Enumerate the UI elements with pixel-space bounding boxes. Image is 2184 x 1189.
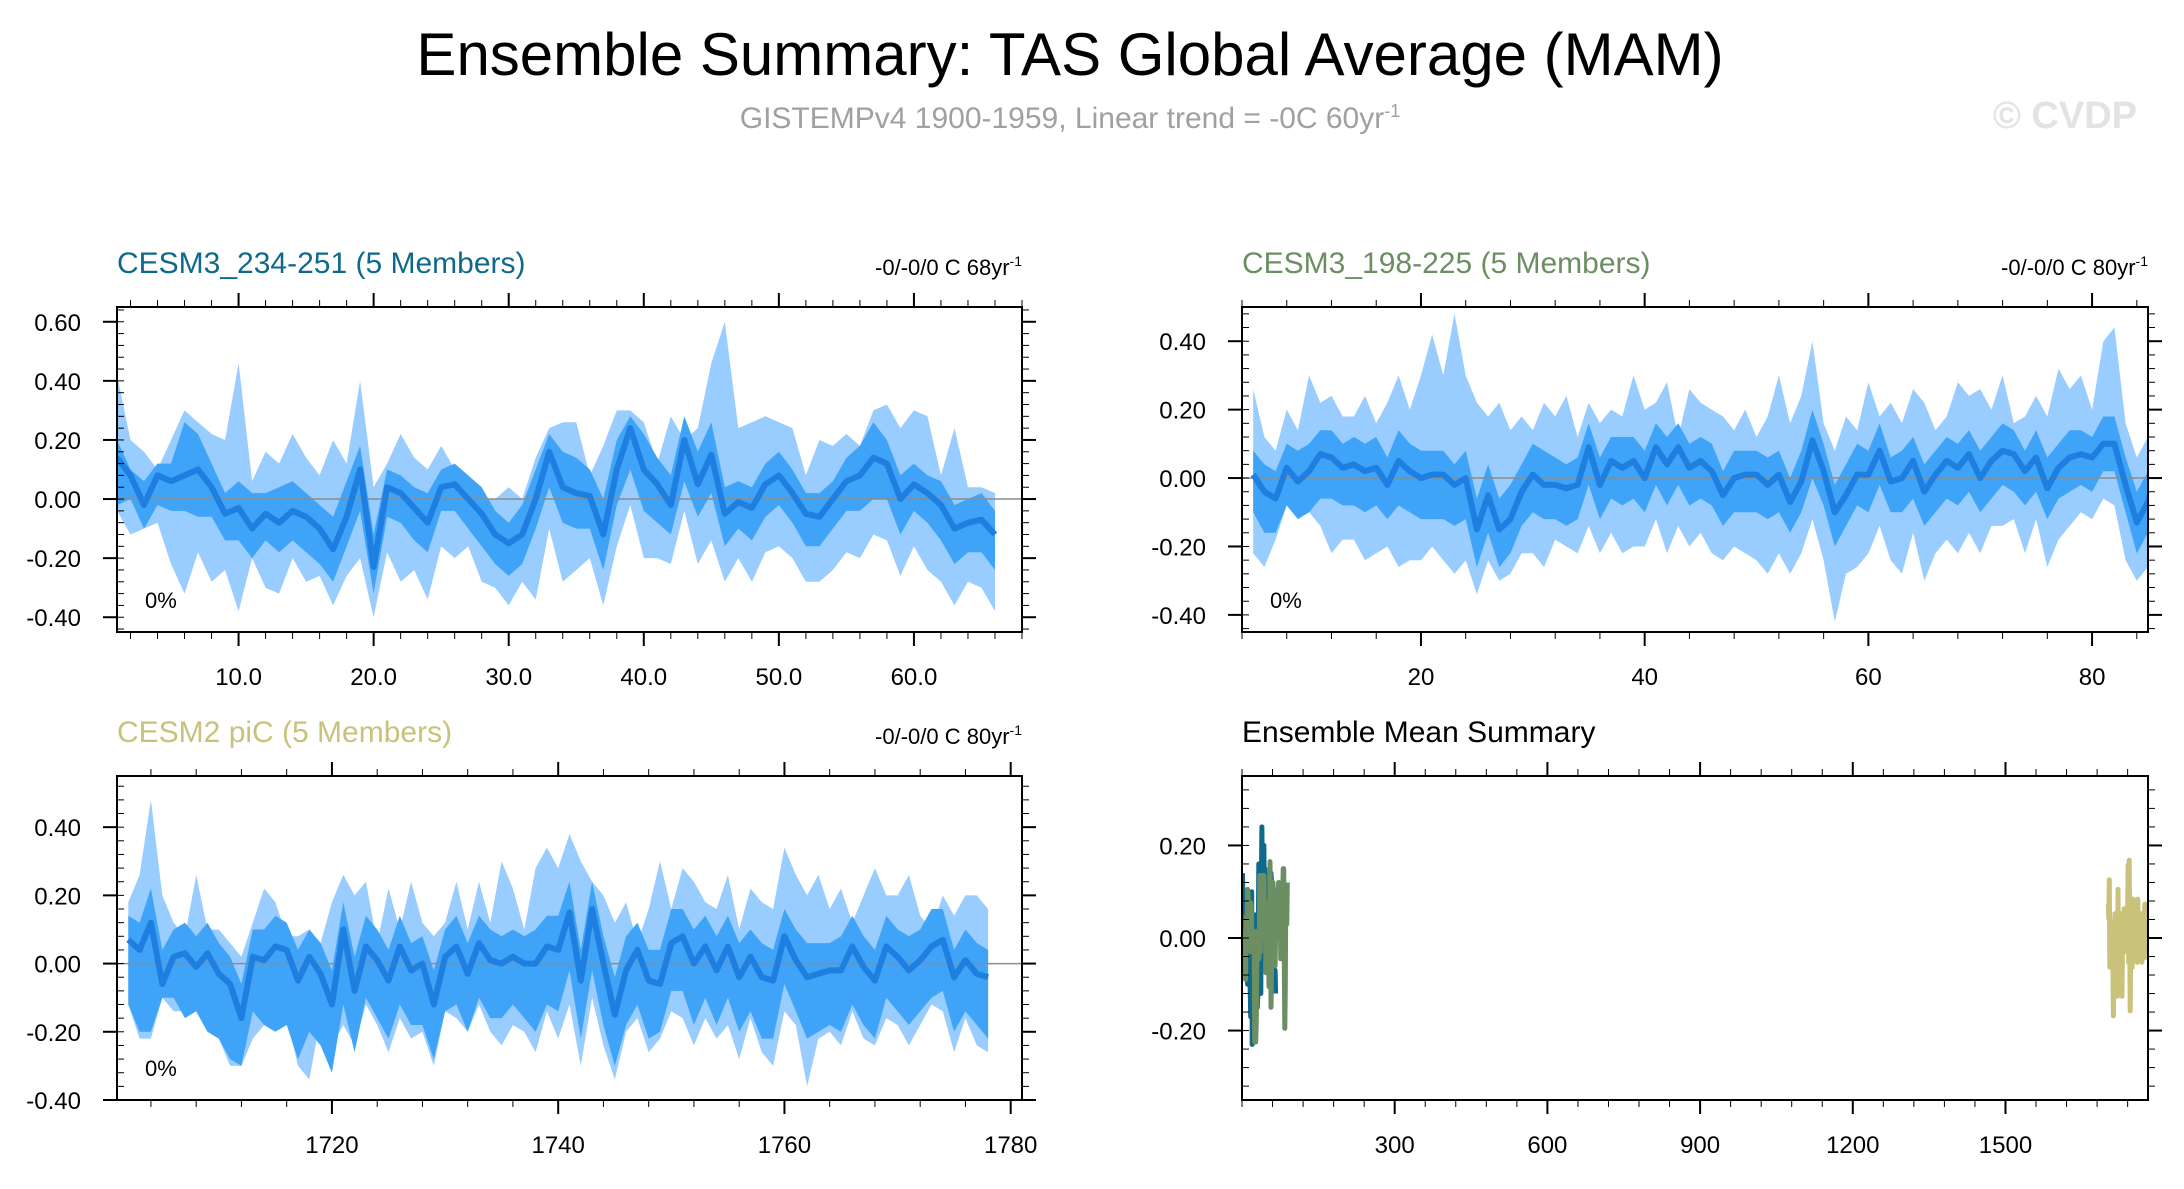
subtitle-sup: -1 <box>1384 101 1400 121</box>
trend-label-sup: -1 <box>1010 253 1023 269</box>
y-tick-label: 0.60 <box>34 310 81 337</box>
series-p3 <box>2105 857 2148 1019</box>
x-tick-label: 60 <box>1855 664 1882 691</box>
panel-title-p4: Ensemble Mean Summary <box>1242 716 1595 749</box>
y-tick-label: -0.20 <box>1151 1019 1206 1046</box>
trend-label: -0/-0/0 C 68yr-1 <box>875 253 1022 280</box>
y-tick-label: -0.40 <box>1151 603 1206 630</box>
inner-range-band <box>117 416 995 594</box>
x-tick-label: 20.0 <box>350 664 397 691</box>
x-tick-label: 10.0 <box>215 664 262 691</box>
trend-label-main: -0/-0/0 C 80yr <box>875 724 1010 749</box>
y-tick-label: -0.20 <box>1151 534 1206 561</box>
plot-area-p1 <box>117 321 1022 618</box>
trend-label-sup: -1 <box>2136 253 2149 269</box>
y-tick-label: 0.00 <box>1159 926 1206 953</box>
y-tick-label: 0.40 <box>34 369 81 396</box>
y-tick-label: -0.40 <box>26 605 81 632</box>
ensemble-mean-line <box>126 906 989 1022</box>
trend-label-main: -0/-0/0 C 68yr <box>875 255 1010 280</box>
x-tick-label: 1780 <box>984 1132 1037 1159</box>
y-tick-label: 0.40 <box>34 815 81 842</box>
panel-title-p3: CESM2 piC (5 Members) <box>117 716 452 749</box>
y-tick-label: 0.00 <box>34 952 81 979</box>
trend-label: -0/-0/0 C 80yr-1 <box>2001 253 2148 280</box>
x-tick-label: 80 <box>2079 664 2106 691</box>
y-tick-label: 0.00 <box>34 487 81 514</box>
x-tick-label: 1200 <box>1826 1132 1879 1159</box>
y-tick-label: 0.00 <box>1159 466 1206 493</box>
x-tick-label: 300 <box>1375 1132 1415 1159</box>
ensemble-mean-line <box>117 425 998 570</box>
y-tick-label: 0.20 <box>1159 833 1206 860</box>
y-tick-label: 0.40 <box>1159 329 1206 356</box>
figure-subtitle: GISTEMPv4 1900-1959, Linear trend = -0C … <box>740 101 1401 135</box>
percent-label: 0% <box>1270 588 1302 613</box>
x-tick-label: 900 <box>1680 1132 1720 1159</box>
y-tick-label: 0.20 <box>34 428 81 455</box>
x-tick-label: 1760 <box>758 1132 811 1159</box>
y-tick-label: -0.40 <box>26 1088 81 1115</box>
plot-frame-p2 <box>1241 306 2149 633</box>
x-tick-label: 1740 <box>531 1132 584 1159</box>
trend-label-sup: -1 <box>1010 722 1023 738</box>
trend-label: -0/-0/0 C 80yr-1 <box>875 722 1022 749</box>
plot-area-p3 <box>117 799 1022 1087</box>
x-tick-label: 40.0 <box>620 664 667 691</box>
trend-label-main: -0/-0/0 C 80yr <box>2001 255 2136 280</box>
panel-title-p1: CESM3_234-251 (5 Members) <box>117 247 526 280</box>
y-tick-label: -0.20 <box>26 1020 81 1047</box>
y-tick-label: 0.20 <box>34 883 81 910</box>
watermark: © CVDP <box>1993 95 2137 137</box>
plot-frame-p1 <box>116 306 1023 633</box>
x-tick-label: 60.0 <box>891 664 938 691</box>
x-tick-label: 50.0 <box>756 664 803 691</box>
panel-title-p2: CESM3_198-225 (5 Members) <box>1242 247 1651 280</box>
x-tick-label: 1500 <box>1979 1132 2032 1159</box>
percent-label: 0% <box>145 588 177 613</box>
plot-frame-p4 <box>1241 775 2149 1101</box>
panel-p2: 0% -0/-0/0 C 80yr-1 CESM3_198-225 (5 Membe… <box>1151 247 2162 691</box>
y-tick-label: 0.20 <box>1159 398 1206 425</box>
plot-area-p2 <box>1242 313 2148 622</box>
panel-p4: Ensemble Mean Summary -0.20 0.00 0.20 300 600… <box>1151 716 2162 1159</box>
figure-title: Ensemble Summary: TAS Global Average (MA… <box>416 21 1723 88</box>
plot-area-p4 <box>1242 824 2148 1047</box>
percent-label: 0% <box>145 1056 177 1081</box>
y-tick-label: -0.20 <box>26 546 81 573</box>
plot-frame-p3 <box>116 775 1023 1101</box>
panel-p1: 0% -0/-0/0 C 68yr-1 CESM3_234-251 (5 Membe… <box>26 247 1036 691</box>
series-p2 <box>1242 859 1290 1045</box>
panel-p3: 0% -0/-0/0 C 80yr-1 CESM2 piC (5 Members) -… <box>26 716 1037 1159</box>
x-tick-label: 1720 <box>305 1132 358 1159</box>
x-tick-label: 20 <box>1408 664 1435 691</box>
x-tick-label: 600 <box>1527 1132 1567 1159</box>
subtitle-main: GISTEMPv4 1900-1959, Linear trend = -0C … <box>740 102 1385 135</box>
ensemble-mean-line <box>1250 437 2148 533</box>
x-tick-label: 40 <box>1631 664 1658 691</box>
x-tick-label: 30.0 <box>485 664 532 691</box>
